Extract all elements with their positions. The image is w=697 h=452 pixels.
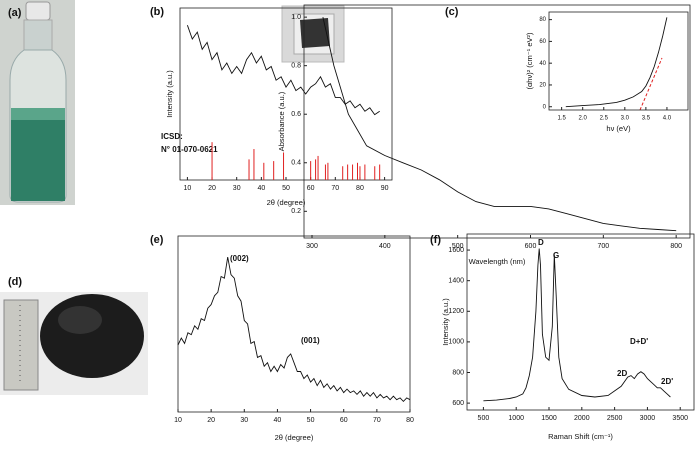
data-line — [565, 17, 668, 108]
x-axis-label: hν (eV) — [606, 124, 631, 133]
x-tick-label: 1500 — [541, 415, 557, 422]
tangent-line — [639, 57, 663, 111]
annotation: N° 01-070-0621 — [161, 145, 218, 154]
plot-frame — [548, 11, 689, 111]
x-tick-label: 600 — [525, 243, 537, 250]
x-tick-label: 2.5 — [600, 116, 609, 122]
x-tick-label: 1000 — [508, 415, 524, 422]
y-tick-label: 80 — [539, 17, 546, 23]
annotation: 2D — [617, 369, 627, 378]
annotation: G — [553, 251, 559, 260]
annotation: D+D' — [630, 337, 648, 346]
y-tick-label: 0.6 — [291, 111, 301, 118]
x-tick-label: 3.0 — [621, 116, 630, 122]
x-tick-label: 20 — [207, 417, 215, 424]
y-tick-label: 40 — [539, 61, 546, 67]
x-tick-label: 70 — [331, 185, 339, 192]
x-tick-label: 500 — [452, 243, 464, 250]
x-axis-label: Wavelength (nm) — [469, 257, 526, 266]
data-line — [186, 25, 380, 116]
panel-label: (a) — [8, 7, 22, 19]
y-tick-label: 800 — [452, 369, 464, 376]
x-tick-label: 2000 — [574, 415, 590, 422]
x-axis-label: Raman Shift (cm⁻¹) — [548, 432, 613, 441]
y-tick-label: 600 — [452, 400, 464, 407]
panel-label: (d) — [8, 276, 22, 288]
y-tick-label: 1.0 — [291, 14, 301, 21]
y-axis-label: Intensity (a.u.) — [441, 298, 450, 346]
x-tick-label: 4.0 — [663, 116, 672, 122]
x-tick-label: 500 — [478, 415, 490, 422]
y-tick-label: 0.4 — [291, 160, 301, 167]
annotation: (002) — [230, 254, 249, 263]
panel-label: (c) — [445, 6, 459, 18]
panel-label: (e) — [150, 234, 164, 246]
x-tick-label: 2500 — [607, 415, 623, 422]
x-tick-label: 3.5 — [642, 116, 651, 122]
y-tick-label: 1600 — [448, 247, 464, 254]
x-tick-label: 10 — [174, 417, 182, 424]
data-line — [483, 248, 671, 402]
annotation: ICSD: — [161, 132, 183, 141]
x-tick-label: 30 — [233, 185, 241, 192]
panel-label: (f) — [430, 234, 441, 246]
y-tick-label: 1000 — [448, 339, 464, 346]
x-axis-label: 2θ (degree) — [267, 198, 306, 207]
x-tick-label: 60 — [307, 185, 315, 192]
panel-label: (b) — [150, 6, 164, 18]
x-tick-label: 20 — [208, 185, 216, 192]
plot-frame — [177, 235, 411, 413]
data-line — [322, 17, 677, 232]
y-tick-label: 0 — [543, 104, 547, 110]
x-tick-label: 3000 — [640, 415, 656, 422]
y-tick-label: 60 — [539, 39, 546, 45]
inset-photo — [281, 5, 345, 63]
x-tick-label: 400 — [379, 243, 391, 250]
plot-frame — [466, 233, 695, 411]
x-tick-label: 80 — [406, 417, 414, 424]
x-tick-label: 50 — [307, 417, 315, 424]
y-tick-label: 1200 — [448, 308, 464, 315]
photo-bottle — [0, 0, 75, 205]
x-tick-label: 60 — [340, 417, 348, 424]
annotation: D — [538, 238, 544, 247]
x-tick-label: 10 — [183, 185, 191, 192]
data-line — [177, 257, 411, 403]
plot-frame — [303, 4, 691, 239]
x-tick-label: 90 — [381, 185, 389, 192]
y-axis-label: Intensity (a.u.) — [165, 70, 174, 118]
x-tick-label: 3500 — [672, 415, 688, 422]
x-tick-label: 70 — [373, 417, 381, 424]
x-tick-label: 800 — [670, 243, 682, 250]
annotation: (001) — [301, 336, 320, 345]
x-axis-label: 2θ (degree) — [275, 433, 314, 442]
photo-powder — [0, 292, 148, 395]
x-tick-label: 2.0 — [579, 116, 588, 122]
y-tick-label: 20 — [539, 83, 546, 89]
y-tick-label: 0.2 — [291, 208, 301, 215]
x-tick-label: 40 — [257, 185, 265, 192]
x-tick-label: 1.5 — [557, 116, 566, 122]
x-tick-label: 40 — [274, 417, 282, 424]
x-tick-label: 700 — [597, 243, 609, 250]
x-tick-label: 80 — [356, 185, 364, 192]
x-tick-label: 50 — [282, 185, 290, 192]
y-tick-label: 0.8 — [291, 63, 301, 70]
y-axis-label: (αhν)² (cm⁻¹ eV²) — [525, 32, 534, 90]
x-tick-label: 300 — [306, 243, 318, 250]
annotation: 2D' — [661, 377, 673, 386]
y-tick-label: 1400 — [448, 278, 464, 285]
y-axis-label: Absorbance (a.u.) — [277, 91, 286, 151]
x-tick-label: 30 — [240, 417, 248, 424]
